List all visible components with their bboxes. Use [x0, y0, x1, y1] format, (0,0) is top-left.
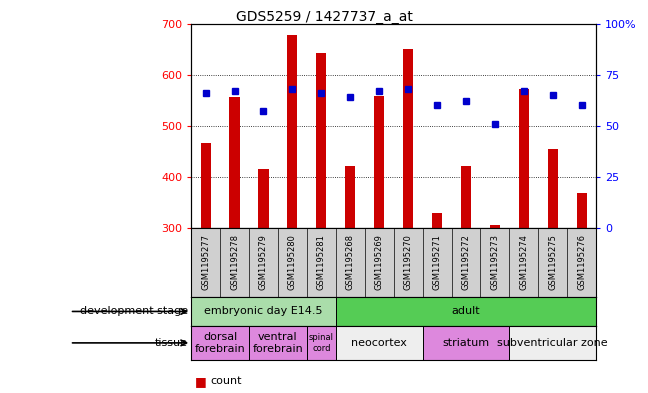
Text: GSM1195281: GSM1195281 — [317, 234, 326, 290]
Text: striatum: striatum — [443, 338, 489, 348]
Text: GSM1195272: GSM1195272 — [461, 234, 470, 290]
Bar — [519, 89, 529, 228]
Text: ventral
forebrain: ventral forebrain — [253, 332, 303, 354]
Bar — [374, 96, 384, 228]
Text: GSM1195277: GSM1195277 — [201, 234, 210, 290]
Text: dorsal
forebrain: dorsal forebrain — [194, 332, 246, 354]
Bar — [577, 193, 586, 228]
Text: GSM1195271: GSM1195271 — [433, 234, 441, 290]
Bar — [461, 165, 471, 228]
Text: tissue: tissue — [155, 338, 188, 348]
Bar — [422, 326, 509, 360]
Bar — [201, 143, 211, 228]
Bar — [191, 297, 336, 326]
Text: GSM1195276: GSM1195276 — [577, 234, 586, 290]
Text: ■: ■ — [194, 375, 206, 388]
Bar — [432, 213, 442, 228]
Text: GSM1195279: GSM1195279 — [259, 234, 268, 290]
Text: GSM1195273: GSM1195273 — [491, 234, 500, 290]
Bar — [403, 49, 413, 228]
Text: GDS5259 / 1427737_a_at: GDS5259 / 1427737_a_at — [236, 10, 412, 24]
Text: GSM1195278: GSM1195278 — [230, 234, 239, 290]
Bar — [345, 165, 355, 228]
Bar — [336, 326, 422, 360]
Text: neocortex: neocortex — [351, 338, 407, 348]
Text: development stage: development stage — [80, 307, 188, 316]
Bar — [287, 35, 297, 228]
Bar — [490, 226, 500, 228]
Bar — [307, 326, 336, 360]
Text: GSM1195280: GSM1195280 — [288, 234, 297, 290]
Text: GSM1195274: GSM1195274 — [519, 234, 528, 290]
Text: GSM1195275: GSM1195275 — [548, 234, 557, 290]
Text: GSM1195268: GSM1195268 — [346, 234, 354, 290]
Bar — [548, 149, 558, 228]
Bar — [336, 297, 596, 326]
Bar — [249, 326, 307, 360]
Text: spinal
cord: spinal cord — [309, 333, 334, 353]
Text: adult: adult — [452, 307, 480, 316]
Bar — [259, 169, 268, 228]
Text: GSM1195270: GSM1195270 — [404, 234, 413, 290]
Text: count: count — [211, 376, 242, 386]
Text: embryonic day E14.5: embryonic day E14.5 — [204, 307, 323, 316]
Bar — [509, 326, 596, 360]
Bar — [191, 326, 249, 360]
Text: subventricular zone: subventricular zone — [498, 338, 608, 348]
Bar — [229, 97, 240, 228]
Bar — [316, 53, 327, 228]
Text: GSM1195269: GSM1195269 — [375, 234, 384, 290]
